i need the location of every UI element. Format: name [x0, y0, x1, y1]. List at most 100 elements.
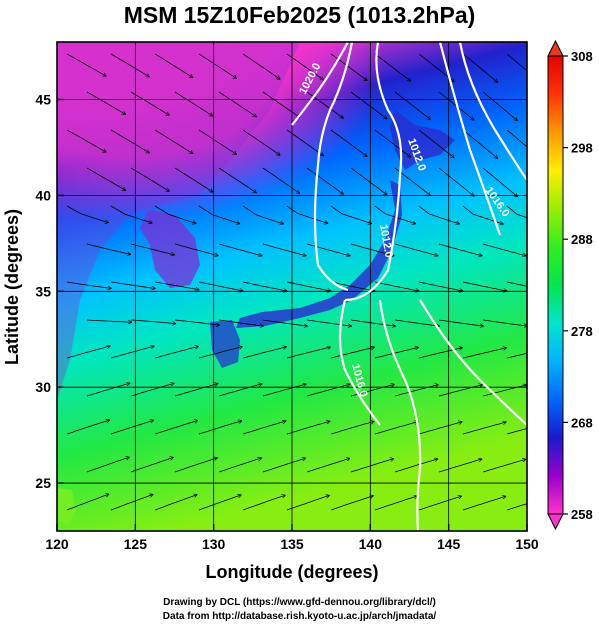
colorbar-ticks: 258 268 278 288 298 308	[563, 49, 593, 522]
chart-title: MSM 15Z10Feb2025 (1013.2hPa)	[123, 2, 476, 28]
streamline	[130, 319, 176, 324]
streamline	[110, 346, 154, 359]
streamline	[374, 53, 411, 81]
streamline	[418, 496, 462, 511]
streamline	[350, 459, 394, 473]
streamline	[306, 243, 350, 256]
streamline	[110, 205, 152, 223]
streamline	[350, 319, 395, 326]
colorbar-tick-label: 298	[571, 141, 593, 156]
streamline	[110, 129, 150, 153]
streamline	[462, 422, 506, 435]
streamline	[350, 91, 387, 119]
y-tick-label: 25	[35, 475, 51, 491]
streamline	[330, 496, 373, 511]
isobar-1012-north	[344, 42, 403, 302]
streamline	[242, 53, 280, 79]
streamline	[374, 205, 416, 224]
streamline	[394, 243, 438, 256]
streamline	[86, 457, 129, 473]
streamline	[262, 384, 306, 397]
streamline	[174, 167, 213, 192]
streamline	[110, 281, 155, 289]
colorbar-top-arrow	[547, 39, 564, 57]
credit-drawing: Drawing by DCL (https://www.gfd-dennou.o…	[163, 597, 436, 608]
colorbar-tick-label: 268	[571, 415, 593, 430]
y-tick-label: 35	[35, 283, 51, 299]
streamline	[218, 167, 256, 193]
streamline	[174, 319, 220, 325]
streamline	[306, 167, 343, 194]
streamline	[262, 91, 300, 118]
streamline	[374, 281, 419, 291]
streamline	[86, 91, 126, 115]
streamline	[438, 319, 483, 326]
streamline	[330, 347, 375, 359]
colorbar-tick-label: 278	[571, 324, 593, 339]
streamline	[86, 383, 130, 397]
streamline	[66, 281, 111, 288]
streamline	[262, 458, 306, 473]
isobar-1012-south	[378, 299, 422, 531]
streamline	[66, 346, 110, 359]
streamline	[86, 243, 131, 254]
streamline	[110, 494, 153, 511]
streamline	[330, 281, 375, 291]
streamline	[198, 495, 241, 511]
streamline	[286, 421, 330, 435]
wind-streamlines	[66, 53, 527, 511]
y-axis-ticks: 25 30 35 40 45	[35, 92, 64, 491]
streamline	[198, 281, 243, 291]
streamline	[262, 243, 306, 256]
isobar-label-1012-mid: 1012.0	[377, 223, 395, 258]
streamline	[418, 205, 460, 224]
streamline	[242, 205, 284, 224]
streamline	[110, 420, 154, 435]
isobar-1020	[291, 42, 349, 126]
korea-peninsula-land	[140, 210, 200, 288]
streamline	[130, 383, 174, 397]
streamline	[218, 243, 262, 256]
streamline	[198, 347, 242, 359]
colorbar-bottom-arrow	[547, 513, 564, 531]
x-tick-label: 140	[359, 536, 383, 552]
streamline	[86, 319, 132, 322]
japan-kyushu-land	[210, 320, 240, 368]
streamline	[198, 53, 237, 79]
colorbar-tick-label: 308	[571, 49, 593, 64]
streamline	[218, 384, 262, 397]
taiwan-land	[58, 488, 76, 526]
y-axis-label: Latitude (degrees)	[2, 209, 22, 365]
streamline	[154, 53, 193, 78]
streamline	[330, 205, 372, 224]
streamline	[174, 458, 217, 473]
streamline	[306, 384, 350, 397]
streamline	[506, 205, 527, 219]
streamline	[482, 385, 526, 397]
streamline	[418, 129, 454, 158]
streamline	[242, 495, 285, 511]
streamline	[66, 205, 108, 223]
streamline	[374, 129, 411, 157]
streamline	[482, 459, 526, 473]
streamline	[506, 129, 527, 148]
streamline	[438, 459, 482, 473]
streamline	[330, 129, 367, 157]
streamline	[218, 458, 262, 473]
streamline	[66, 494, 109, 511]
y-tick-label: 30	[35, 379, 51, 395]
streamline	[286, 129, 324, 156]
streamline	[242, 421, 286, 435]
streamline	[286, 281, 331, 291]
streamline	[506, 352, 527, 359]
colorbar-tick-label: 258	[571, 507, 593, 522]
streamline	[130, 457, 173, 473]
streamline	[462, 129, 498, 158]
streamline	[374, 347, 419, 359]
streamline	[66, 420, 110, 435]
streamline	[462, 496, 506, 511]
streamline	[154, 129, 193, 154]
streamline	[218, 91, 256, 117]
streamline	[130, 167, 169, 191]
isobar-1016-east	[458, 42, 527, 181]
